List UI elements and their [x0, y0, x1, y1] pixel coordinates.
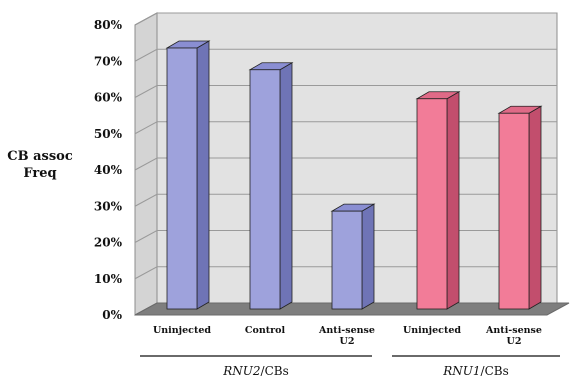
gridline [134, 48, 557, 62]
y-tick-label: 10% [94, 272, 123, 286]
x-tick-label: Uninjected [153, 325, 211, 336]
bar [330, 203, 376, 310]
x-tick-label: Uninjected [403, 325, 461, 336]
bar [497, 105, 543, 310]
bar [165, 40, 211, 310]
y-tick-label: 80% [94, 18, 123, 32]
y-tick-label: 70% [94, 54, 123, 68]
y-tick-label: 20% [94, 236, 123, 250]
x-tick-label: U2 [340, 336, 355, 347]
chart-bars [165, 40, 543, 310]
x-tick-label: U2 [507, 336, 522, 347]
y-tick-label: 60% [94, 91, 123, 105]
group-label: RNU2/CBs [222, 364, 289, 378]
bar [415, 91, 461, 310]
x-tick-label: Anti-sense [485, 325, 542, 336]
gridline [134, 85, 557, 98]
bar [248, 62, 294, 310]
group-label: RNU1/CBs [442, 364, 509, 378]
y-axis-title: Freq [23, 166, 56, 181]
y-tick-label: 50% [94, 127, 123, 141]
y-axis-title: CB assoc [7, 149, 73, 164]
y-tick-label: 40% [94, 163, 123, 177]
x-tick-label: Control [245, 325, 286, 336]
gridline [134, 12, 557, 26]
y-tick-label: 0% [102, 308, 122, 322]
y-tick-label: 30% [94, 199, 123, 213]
x-tick-label: Anti-sense [318, 325, 375, 336]
chart-labels: 0% 10% 20% 30% 40% 50% 60% 70% 80% CB assoc Freq Un… [7, 18, 560, 378]
